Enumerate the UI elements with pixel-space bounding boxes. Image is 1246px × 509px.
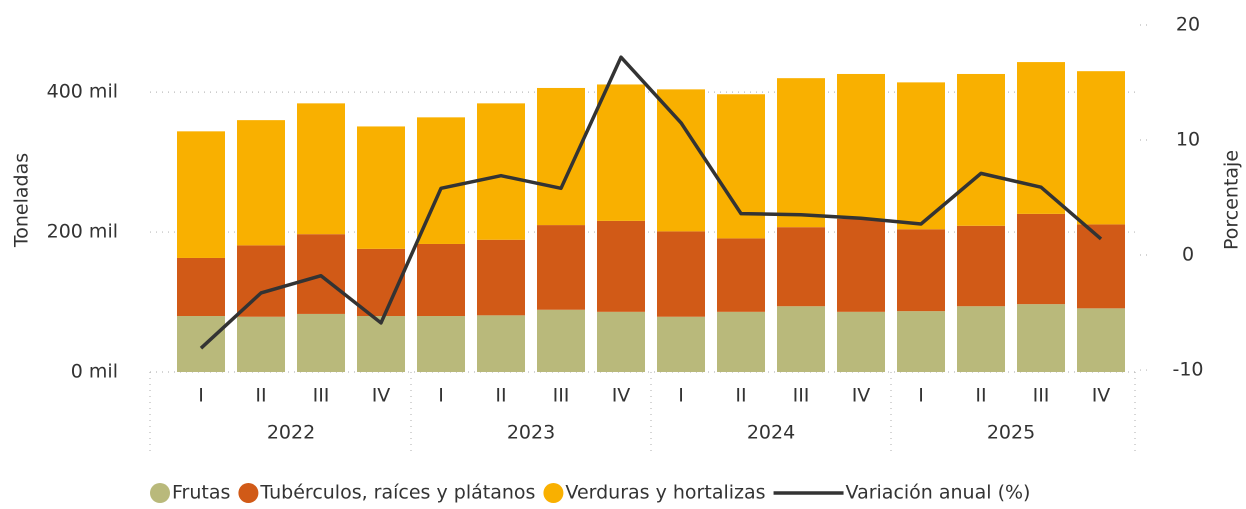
y2-tick-label: 10 bbox=[1176, 129, 1200, 151]
legend-label: Variación anual (%) bbox=[846, 482, 1031, 504]
x-tick-label: II bbox=[735, 385, 746, 407]
y2-tick-label: 20 bbox=[1176, 14, 1200, 36]
bar-segment bbox=[237, 245, 285, 317]
y2-axis-title: Porcentaje bbox=[1221, 150, 1243, 250]
bar-segment bbox=[477, 315, 525, 372]
x-tick-label: I bbox=[918, 385, 924, 407]
legend-label: Verduras y hortalizas bbox=[565, 482, 765, 504]
line-series bbox=[199, 55, 1103, 350]
y-axis-title: Toneladas bbox=[11, 153, 33, 248]
bar-segment bbox=[957, 225, 1005, 307]
bar-segment bbox=[477, 239, 525, 316]
bar-segment bbox=[957, 73, 1005, 226]
bar-segment bbox=[1077, 71, 1125, 225]
bar-segment bbox=[537, 309, 585, 372]
bar-segment bbox=[357, 126, 405, 249]
legend-marker bbox=[543, 483, 564, 503]
bar-segment bbox=[597, 220, 645, 312]
x-tick-label: IV bbox=[372, 385, 391, 407]
bar-segment bbox=[957, 306, 1005, 372]
bar-segment bbox=[897, 311, 945, 372]
x-tick-label: I bbox=[678, 385, 684, 407]
x-tick-label: I bbox=[438, 385, 444, 407]
bar-segment bbox=[837, 311, 885, 372]
bar-segment bbox=[357, 248, 405, 317]
bar-segment bbox=[777, 227, 825, 307]
bar-segment bbox=[237, 316, 285, 372]
bar-segment bbox=[177, 316, 225, 372]
x-tick-label: II bbox=[495, 385, 506, 407]
bar-segment bbox=[237, 120, 285, 246]
bar-segment bbox=[657, 231, 705, 317]
y-tick-label: 200 mil bbox=[47, 221, 118, 243]
x-group-label: 2024 bbox=[747, 422, 795, 444]
y2-tick-label: -10 bbox=[1172, 359, 1203, 381]
x-tick-label: III bbox=[313, 385, 330, 407]
x-tick-label: II bbox=[255, 385, 266, 407]
bar-segment bbox=[417, 316, 465, 372]
x-tick-label: III bbox=[553, 385, 570, 407]
legend-label: Tubérculos, raíces y plátanos bbox=[259, 482, 535, 504]
bar-segment bbox=[597, 84, 645, 221]
bar-segment bbox=[537, 87, 585, 226]
bar-segment bbox=[177, 131, 225, 258]
y2-tick-label: 0 bbox=[1182, 244, 1194, 266]
bar-segment bbox=[777, 78, 825, 228]
x-tick-label: III bbox=[1033, 385, 1050, 407]
bar-segment bbox=[777, 306, 825, 372]
x-group-label: 2022 bbox=[267, 422, 315, 444]
bar-segment bbox=[657, 89, 705, 232]
bar-segment bbox=[717, 311, 765, 372]
bar-segment bbox=[717, 94, 765, 239]
bar-segment bbox=[1077, 308, 1125, 372]
x-tick-label: IV bbox=[1092, 385, 1111, 407]
bar-segment bbox=[837, 218, 885, 312]
y-tick-label: 0 mil bbox=[71, 361, 118, 383]
bar-segment bbox=[837, 73, 885, 219]
x-group-label: 2023 bbox=[507, 422, 555, 444]
bar-segment bbox=[477, 103, 525, 240]
bar-segment bbox=[177, 257, 225, 317]
bar-segment bbox=[1017, 62, 1065, 214]
bar-segment bbox=[597, 311, 645, 372]
y-tick-label: 400 mil bbox=[47, 81, 118, 103]
bar-segment bbox=[897, 229, 945, 312]
bar-segment bbox=[417, 243, 465, 317]
x-tick-label: IV bbox=[852, 385, 871, 407]
bar-segment bbox=[297, 313, 345, 372]
bar-segment bbox=[357, 316, 405, 372]
bar-segment bbox=[897, 82, 945, 230]
legend-marker bbox=[150, 483, 170, 503]
bar-segment bbox=[657, 316, 705, 372]
x-tick-label: III bbox=[793, 385, 810, 407]
legend-label: Frutas bbox=[172, 482, 230, 504]
bar-segment bbox=[1017, 304, 1065, 372]
bar-segment bbox=[717, 238, 765, 312]
bar-segment bbox=[297, 103, 345, 235]
bar-segment bbox=[1017, 213, 1065, 305]
x-group-label: 2025 bbox=[987, 422, 1035, 444]
x-tick-label: IV bbox=[612, 385, 631, 407]
x-tick-label: II bbox=[975, 385, 986, 407]
legend-marker bbox=[238, 483, 259, 503]
x-tick-label: I bbox=[198, 385, 204, 407]
bar-segment bbox=[537, 225, 585, 310]
